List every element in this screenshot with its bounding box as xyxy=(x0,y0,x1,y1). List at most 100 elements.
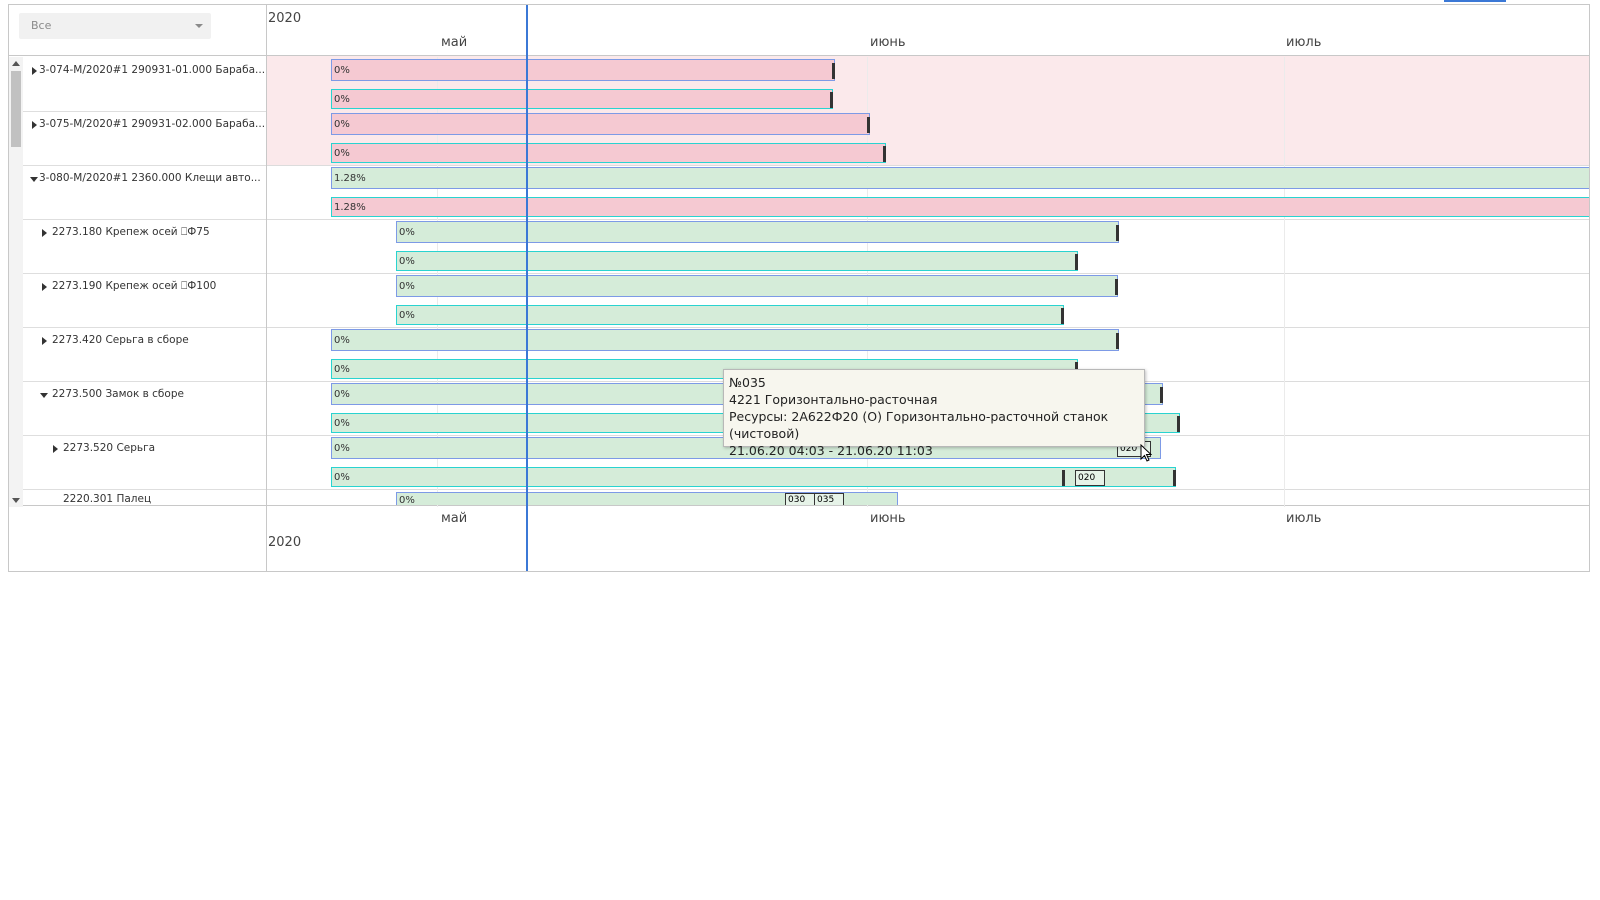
scroll-thumb[interactable] xyxy=(11,71,21,147)
bar-end-handle[interactable] xyxy=(1160,387,1163,403)
bar-end-handle[interactable] xyxy=(883,146,886,162)
tree-row[interactable]: 2273.520 Серьга xyxy=(23,434,266,490)
plan-bar[interactable]: 0% xyxy=(331,329,1119,351)
tree-row[interactable]: 3-074-М/2020#1 290931-01.000 Бараба... xyxy=(23,56,266,112)
expand-icon[interactable] xyxy=(42,283,47,291)
expand-icon[interactable] xyxy=(42,337,47,345)
bar-progress: 0% xyxy=(399,227,415,238)
scale-month: май xyxy=(441,511,468,526)
marker-label: 030 xyxy=(788,495,806,505)
tree-row[interactable]: 2273.500 Замок в сборе xyxy=(23,380,266,436)
scale-month: июль xyxy=(1286,511,1322,526)
mouse-cursor-icon xyxy=(1140,444,1152,462)
bar-progress: 0% xyxy=(334,335,350,346)
scale-month: май xyxy=(441,35,468,50)
row-background xyxy=(267,164,1589,220)
bar-end-handle[interactable] xyxy=(1173,470,1176,486)
operation-marker[interactable]: 035 xyxy=(814,493,844,505)
header-divider xyxy=(9,55,266,56)
bar-progress: 0% xyxy=(334,443,350,454)
scale-month: июнь xyxy=(870,35,906,50)
plan-bar[interactable]: 0% xyxy=(331,113,870,135)
bar-end-handle[interactable] xyxy=(1116,333,1119,349)
bar-progress: 0% xyxy=(334,65,350,76)
scale-month: июль xyxy=(1286,35,1322,50)
bar-progress: 0% xyxy=(334,389,350,400)
fact-bar[interactable]: 0% xyxy=(396,305,1064,325)
tree-row[interactable]: 3-075-М/2020#1 290931-02.000 Бараба... xyxy=(23,110,266,166)
operation-marker[interactable]: 030 xyxy=(785,493,815,505)
gantt-chart: Все 3-074-М/2020#1 290931-01.000 Бараба.… xyxy=(8,4,1590,572)
tooltip-number: №035 xyxy=(729,375,766,390)
bar-progress: 0% xyxy=(399,281,415,292)
tree-row-label: 3-080-М/2020#1 2360.000 Клещи авто... xyxy=(39,172,261,184)
tree-row-label: 3-075-М/2020#1 290931-02.000 Бараба... xyxy=(39,118,266,130)
fact-bar[interactable]: 1.28% xyxy=(331,197,1589,217)
operation-marker[interactable]: 020 xyxy=(1075,470,1105,486)
tooltip-resources: Ресурсы: 2А622Ф20 (О) Горизонтально-раст… xyxy=(729,409,1109,441)
bar-end-handle[interactable] xyxy=(1116,225,1119,241)
bar-progress: 0% xyxy=(399,256,415,267)
tree-row-label: 3-074-М/2020#1 290931-01.000 Бараба... xyxy=(39,64,266,76)
tree-row[interactable]: 2220.301 Палец xyxy=(23,488,266,505)
fact-bar[interactable]: 0% xyxy=(331,143,886,163)
tree-row-label: 2273.190 Крепеж осей ⎕Ф100 xyxy=(52,280,217,292)
bar-end-handle[interactable] xyxy=(1115,279,1118,295)
row-background xyxy=(267,434,1589,490)
scroll-up-icon[interactable] xyxy=(12,61,20,66)
tree-row[interactable]: 2273.180 Крепеж осей ⎕Ф75 xyxy=(23,218,266,274)
bar-end-handle[interactable] xyxy=(830,92,833,108)
collapse-icon[interactable] xyxy=(40,393,48,398)
bar-progress: 0% xyxy=(334,418,350,429)
filter-select[interactable]: Все xyxy=(19,13,211,39)
plan-bar[interactable]: 0% xyxy=(331,59,835,81)
bar-end-handle[interactable] xyxy=(832,63,835,79)
bar-end-handle[interactable] xyxy=(1062,470,1065,486)
tree-row-label: 2220.301 Палец xyxy=(63,493,152,505)
plan-bar[interactable]: 0% xyxy=(396,275,1118,297)
plan-bar[interactable]: 0% xyxy=(396,221,1119,243)
bar-progress: 0% xyxy=(334,364,350,375)
tree-row-label: 2273.420 Серьга в сборе xyxy=(52,334,189,346)
plan-bar[interactable]: 1.28% xyxy=(331,167,1589,189)
grid-line xyxy=(1284,57,1285,507)
expand-icon[interactable] xyxy=(53,445,58,453)
plan-bar[interactable]: 0% xyxy=(396,492,898,505)
top-right-accent xyxy=(1444,0,1506,2)
scroll-down-icon[interactable] xyxy=(12,498,20,503)
operation-tooltip: №035 4221 Горизонтально-расточная Ресурс… xyxy=(723,369,1145,458)
scale-year-bottom: 2020 xyxy=(268,535,302,550)
marker-label: 020 xyxy=(1120,444,1138,454)
expand-icon[interactable] xyxy=(32,67,37,75)
bar-end-handle[interactable] xyxy=(1075,254,1078,270)
tree-row[interactable]: 3-080-М/2020#1 2360.000 Клещи авто... xyxy=(23,164,266,220)
today-line xyxy=(526,5,528,571)
tree-row-label: 2273.520 Серьга xyxy=(63,442,156,454)
collapse-icon[interactable] xyxy=(30,177,38,182)
vertical-scrollbar[interactable] xyxy=(9,57,23,507)
row-background xyxy=(267,272,1589,328)
expand-icon[interactable] xyxy=(32,121,37,129)
bar-progress: 1.28% xyxy=(334,202,366,213)
tree-row[interactable]: 2273.420 Серьга в сборе xyxy=(23,326,266,382)
fact-bar[interactable]: 0% xyxy=(396,251,1078,271)
bar-end-handle[interactable] xyxy=(1177,416,1180,432)
tree-row-label: 2273.500 Замок в сборе xyxy=(52,388,184,400)
fact-bar[interactable]: 0% xyxy=(331,89,833,109)
scale-month: июнь xyxy=(870,511,906,526)
bar-end-handle[interactable] xyxy=(867,117,870,133)
bar-end-handle[interactable] xyxy=(1061,308,1064,324)
marker-label: 020 xyxy=(1078,473,1096,483)
tree-row[interactable]: 2273.190 Крепеж осей ⎕Ф100 xyxy=(23,272,266,328)
expand-icon[interactable] xyxy=(42,229,47,237)
scale-year-top: 2020 xyxy=(268,11,302,26)
fact-bar[interactable]: 0% xyxy=(331,467,1176,487)
tooltip-operation: 4221 Горизонтально-расточная xyxy=(729,392,938,407)
row-background xyxy=(267,218,1589,274)
bar-progress: 0% xyxy=(334,472,350,483)
footer-divider xyxy=(267,505,1589,506)
bar-progress: 0% xyxy=(399,495,415,505)
bar-progress: 0% xyxy=(334,119,350,130)
header-divider xyxy=(267,55,1589,56)
marker-label: 035 xyxy=(817,495,835,505)
